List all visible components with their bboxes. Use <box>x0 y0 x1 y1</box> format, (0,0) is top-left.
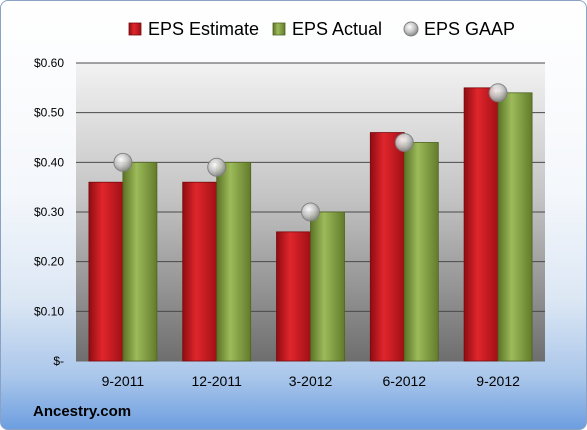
bar-actual <box>122 161 158 362</box>
gaap-point <box>488 83 508 103</box>
gaap-point <box>394 132 414 152</box>
x-tick-label: 9-2012 <box>476 373 520 389</box>
bar-estimate <box>182 181 218 362</box>
bar-actual <box>497 92 533 362</box>
y-tick-label: $- <box>53 354 64 368</box>
bar-estimate <box>369 132 405 362</box>
y-tick-label: $0.60 <box>34 56 64 70</box>
y-tick-label: $0.20 <box>34 255 64 269</box>
x-tick-label: 9-2011 <box>102 373 145 389</box>
legend-label: EPS GAAP <box>424 19 515 39</box>
x-tick-label: 3-2012 <box>289 373 333 389</box>
legend-label: EPS Actual <box>292 19 382 39</box>
gaap-point <box>207 157 227 177</box>
source-label: Ancestry.com <box>33 403 132 420</box>
bar-estimate <box>88 181 124 362</box>
gaap-point <box>113 152 133 172</box>
bar-actual <box>310 211 345 362</box>
legend-swatch <box>272 22 286 36</box>
bar-actual <box>216 161 252 362</box>
x-tick-label: 12-2011 <box>192 373 243 389</box>
y-tick-label: $0.40 <box>34 155 64 169</box>
y-tick-label: $0.10 <box>34 304 64 318</box>
bar-estimate <box>276 231 311 362</box>
bar-actual <box>403 142 439 362</box>
y-tick-label: $0.50 <box>34 106 64 120</box>
x-tick-label: 6-2012 <box>383 373 427 389</box>
legend-label: EPS Estimate <box>148 19 259 39</box>
gaap-point <box>301 202 320 222</box>
y-tick-label: $0.30 <box>34 205 64 219</box>
legend-swatch <box>403 21 419 37</box>
legend-swatch <box>128 22 142 36</box>
bar-estimate <box>463 87 499 362</box>
